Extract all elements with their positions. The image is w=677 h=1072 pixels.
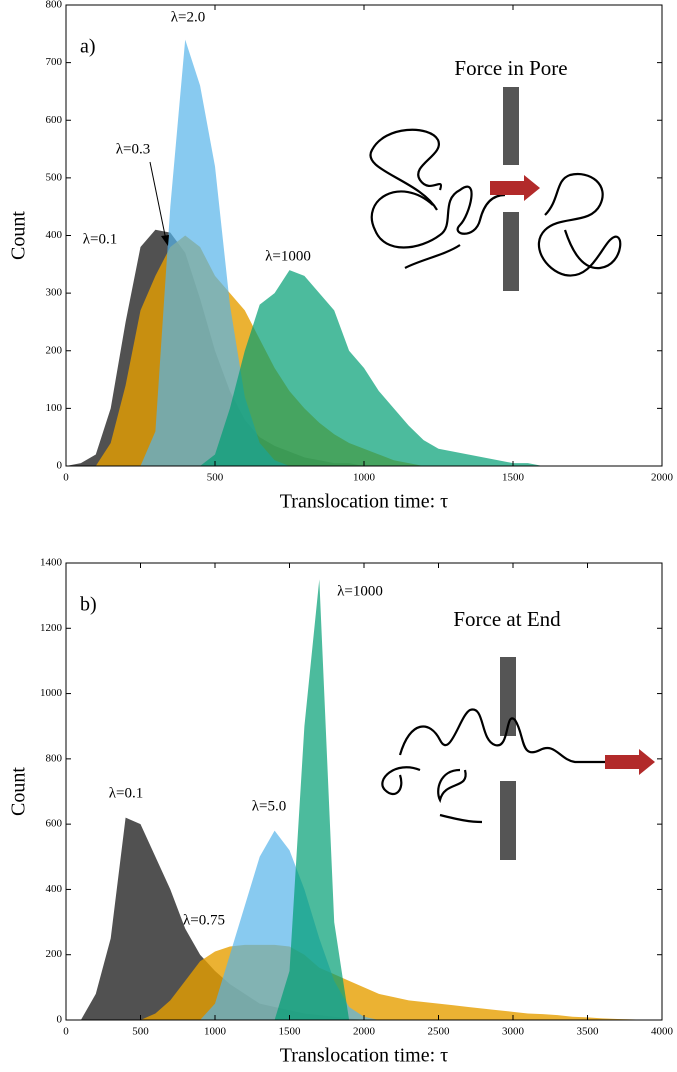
series-label: λ=0.3 [116, 141, 150, 157]
polymer [398, 708, 605, 764]
series-label: λ=0.75 [183, 912, 225, 928]
x-tick-label: 1000 [204, 1026, 227, 1038]
polymer [537, 172, 622, 277]
y-axis-label: Count [8, 767, 30, 816]
y-tick-label: 800 [46, 752, 63, 764]
x-tick-label: 3000 [502, 1026, 525, 1038]
polymer [437, 768, 467, 804]
x-axis-label: Translocation time: τ [280, 1045, 448, 1067]
x-tick-label: 500 [132, 1026, 149, 1038]
x-axis-label: Translocation time: τ [280, 491, 448, 513]
y-tick-label: 100 [46, 402, 63, 414]
x-tick-label: 2000 [353, 1026, 376, 1038]
y-tick-label: 1400 [40, 557, 63, 569]
x-tick-label: 500 [207, 472, 224, 484]
y-tick-label: 700 [46, 56, 63, 68]
inset-title: Force at End [453, 607, 561, 631]
y-tick-label: 0 [57, 1014, 63, 1026]
series-label: λ=2.0 [171, 9, 205, 25]
y-tick-label: 400 [46, 883, 63, 895]
series-label: λ=0.1 [109, 785, 143, 801]
y-tick-label: 1000 [40, 687, 63, 699]
x-tick-label: 1500 [279, 1026, 302, 1038]
y-tick-label: 1200 [40, 622, 63, 634]
inset-title: Force in Pore [454, 56, 567, 80]
pore-wall [503, 212, 519, 291]
x-tick-label: 2000 [651, 472, 674, 484]
x-tick-label: 2500 [428, 1026, 451, 1038]
y-tick-label: 300 [46, 287, 63, 299]
panel-label: a) [80, 36, 96, 58]
y-tick-label: 600 [46, 818, 63, 830]
area [66, 270, 558, 466]
y-tick-label: 400 [46, 229, 63, 241]
area [66, 817, 662, 1020]
polymer [404, 244, 461, 269]
series-label: λ=5.0 [252, 798, 286, 814]
annotation-arrow [149, 161, 167, 241]
y-axis-label: Count [8, 211, 30, 260]
x-tick-label: 1000 [353, 472, 376, 484]
x-tick-label: 0 [63, 472, 69, 484]
polymer [381, 766, 421, 796]
series-label: λ=1000 [265, 248, 311, 264]
annotation-arrowhead [161, 235, 169, 246]
area [66, 944, 662, 1020]
force-arrow [605, 749, 655, 775]
y-tick-label: 800 [46, 0, 63, 11]
pore-wall [500, 657, 516, 736]
y-tick-label: 600 [46, 114, 63, 126]
pore-wall [503, 87, 519, 165]
x-tick-label: 4000 [651, 1026, 674, 1038]
panel-label: b) [80, 594, 97, 616]
x-tick-label: 3500 [577, 1026, 600, 1038]
y-tick-label: 0 [57, 460, 63, 472]
x-tick-label: 1500 [502, 472, 525, 484]
x-tick-label: 0 [63, 1026, 69, 1038]
series-label: λ=1000 [337, 583, 383, 599]
y-tick-label: 200 [46, 948, 63, 960]
polymer [369, 128, 443, 211]
y-tick-label: 500 [46, 171, 63, 183]
polymer [370, 185, 506, 249]
pore-wall [500, 781, 516, 860]
series-label: λ=0.1 [83, 231, 117, 247]
y-tick-label: 200 [46, 344, 63, 356]
polymer [439, 813, 483, 824]
force-arrow [490, 175, 540, 201]
area [66, 39, 558, 466]
